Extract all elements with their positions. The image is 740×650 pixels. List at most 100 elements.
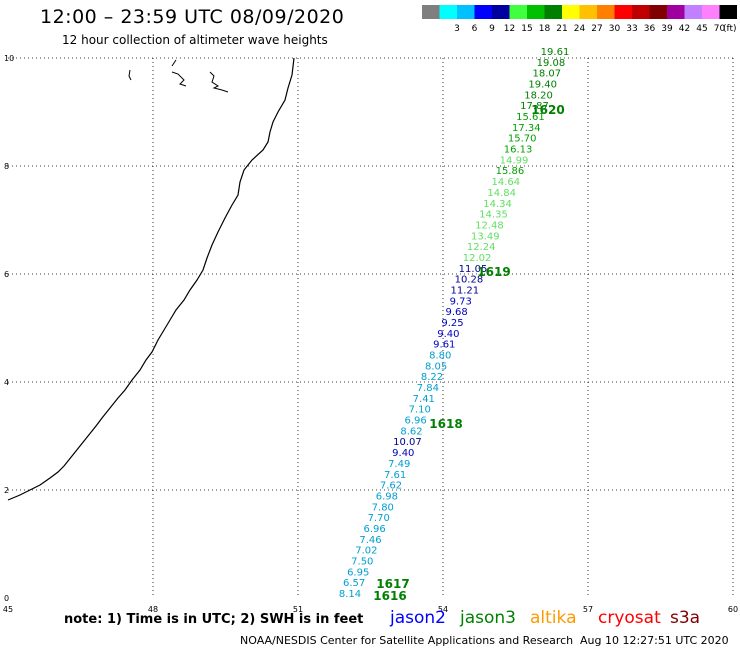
pass-number: 1616 (373, 589, 406, 603)
legend-swatch (474, 5, 492, 19)
swh-value: 7.46 (359, 535, 381, 546)
swh-value: 14.99 (500, 155, 529, 166)
swh-value: 19.08 (537, 58, 566, 69)
swh-value: 7.41 (413, 394, 435, 405)
legend-swatch (492, 5, 510, 19)
legend-label: 36 (644, 24, 656, 34)
swh-value: 18.20 (524, 90, 553, 101)
x-tick-label: 51 (293, 605, 303, 614)
y-tick-label: 2 (4, 486, 9, 495)
swh-value: 9.40 (437, 329, 459, 340)
legend-swatch (544, 5, 562, 19)
pass-number: 1620 (531, 103, 564, 117)
swh-value: 13.49 (471, 231, 500, 242)
color-legend: 3 6 9 12 15 18 21 24 27 30 33 36 39 42 45 70(ft) (422, 5, 737, 34)
swh-value: 11.21 (450, 285, 479, 296)
legend-swatch (439, 5, 457, 19)
swh-value: 7.50 (351, 556, 373, 567)
legend-swatch (457, 5, 475, 19)
swh-value: 8.05 (425, 361, 447, 372)
swh-values: 8.146.576.957.507.027.466.967.707.806.98… (339, 47, 569, 600)
footer-credit: NOAA/NESDIS Center for Satellite Applica… (240, 634, 574, 647)
legend-label: 24 (574, 24, 586, 34)
legend-swatch (527, 5, 545, 19)
satellite-label-altika: altika (530, 608, 577, 628)
coastline-path (7, 57, 295, 501)
swh-value: 11.05 (459, 264, 488, 275)
swh-value: 9.25 (441, 318, 463, 329)
swh-value: 19.40 (528, 80, 557, 91)
page-title: 12:00 – 23:59 UTC 08/09/2020 (40, 6, 345, 28)
swh-value: 15.61 (516, 112, 545, 123)
swh-value: 12.02 (463, 253, 492, 264)
satellite-label-jason3: jason3 (460, 608, 516, 628)
swh-value: 7.80 (372, 502, 394, 513)
swh-value: 7.49 (388, 459, 410, 470)
footer-timestamp: Aug 10 12:27:51 UTC 2020 (580, 634, 729, 647)
legend-swatch (579, 5, 597, 19)
swh-value: 9.40 (392, 448, 414, 459)
x-tick-label: 57 (583, 605, 593, 614)
y-tick-label: 8 (4, 162, 9, 171)
swh-value: 9.61 (433, 340, 455, 351)
page-subtitle: 12 hour collection of altimeter wave hei… (62, 33, 328, 47)
legend-label: 39 (661, 24, 673, 34)
legend-label: 12 (504, 24, 515, 34)
swh-value: 14.34 (483, 199, 512, 210)
swh-value: 8.62 (400, 426, 422, 437)
island-path (128, 59, 229, 93)
legend-label: 15 (521, 24, 532, 34)
swh-value: 17.34 (512, 123, 541, 134)
y-tick-label: 4 (4, 378, 9, 387)
swh-value: 8.80 (429, 351, 451, 362)
legend-swatch (684, 5, 702, 19)
legend-unit: (ft) (723, 24, 737, 34)
y-tick-label: 10 (4, 54, 14, 63)
swh-value: 10.28 (455, 275, 484, 286)
swh-value: 17.87 (520, 101, 549, 112)
legend-swatch (632, 5, 650, 19)
pass-number: 1618 (429, 417, 462, 431)
coastline (7, 57, 295, 501)
swh-value: 7.70 (368, 513, 390, 524)
swh-value: 14.35 (479, 210, 508, 221)
legend-label: 9 (489, 24, 495, 34)
swh-value: 12.24 (467, 242, 496, 253)
swh-value: 9.68 (445, 307, 467, 318)
legend-label: 70 (714, 24, 726, 34)
legend-swatch (509, 5, 527, 19)
x-tick-label: 54 (438, 605, 448, 614)
swh-value: 7.84 (417, 383, 439, 394)
swh-value: 9.73 (450, 296, 472, 307)
swh-value: 7.10 (409, 405, 431, 416)
swh-value: 7.62 (380, 481, 402, 492)
pass-number: 1617 (376, 577, 409, 591)
swh-value: 14.64 (491, 177, 520, 188)
swh-value: 8.14 (339, 589, 361, 600)
legend-swatch (597, 5, 615, 19)
swh-value: 15.86 (496, 166, 525, 177)
legend-label: 6 (472, 24, 478, 34)
legend-label: 33 (626, 24, 637, 34)
legend-swatch (719, 5, 737, 19)
swh-value: 14.84 (487, 188, 516, 199)
legend-label: 18 (539, 24, 551, 34)
swh-value: 8.22 (421, 372, 443, 383)
swh-value: 7.02 (355, 546, 377, 557)
swh-value: 6.96 (363, 524, 385, 535)
x-tick-label: 60 (728, 605, 738, 614)
y-tick-label: 6 (4, 270, 9, 279)
swh-value: 15.70 (508, 134, 537, 145)
legend-swatch (562, 5, 580, 19)
satellite-label-jason2: jason2 (390, 608, 446, 628)
legend-swatch (649, 5, 667, 19)
legend-label: 45 (696, 24, 707, 34)
legend-label: 3 (454, 24, 460, 34)
legend-swatch (667, 5, 685, 19)
swh-value: 10.07 (393, 437, 422, 448)
swh-value: 19.61 (541, 47, 570, 58)
y-tick-label: 0 (4, 594, 9, 603)
legend-label: 42 (679, 24, 690, 34)
axis-tick-labels: 45 48 51 54 57 60 0 2 4 6 8 10 (3, 54, 738, 614)
